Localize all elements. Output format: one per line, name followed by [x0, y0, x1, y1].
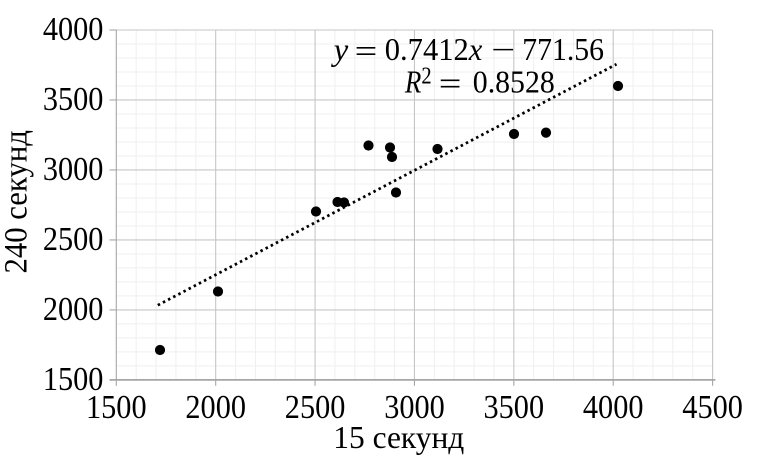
svg-text:3500: 3500: [484, 389, 545, 426]
svg-text:1500: 1500: [86, 389, 147, 426]
svg-text:4500: 4500: [682, 389, 743, 426]
svg-text:4000: 4000: [583, 389, 644, 426]
svg-text:2000: 2000: [43, 291, 104, 328]
svg-text:1500: 1500: [43, 361, 104, 398]
svg-text:771.56: 771.56: [522, 33, 604, 67]
svg-text:R2: R2: [404, 62, 432, 100]
svg-text:2000: 2000: [185, 389, 246, 426]
svg-text:240 секунд: 240 секунд: [0, 130, 34, 273]
svg-text:4000: 4000: [43, 11, 104, 48]
svg-text:0.8528: 0.8528: [473, 66, 555, 100]
svg-text:2500: 2500: [43, 221, 104, 258]
svg-text:3000: 3000: [384, 389, 445, 426]
svg-text:=: =: [439, 66, 462, 101]
svg-text:3500: 3500: [43, 81, 104, 118]
svg-text:2500: 2500: [285, 389, 346, 426]
svg-text:15 секунд: 15 секунд: [333, 420, 464, 456]
svg-text:3000: 3000: [43, 151, 104, 188]
svg-text:−: −: [491, 33, 515, 67]
svg-text:y: y: [330, 33, 349, 67]
svg-text:=: =: [355, 34, 378, 69]
